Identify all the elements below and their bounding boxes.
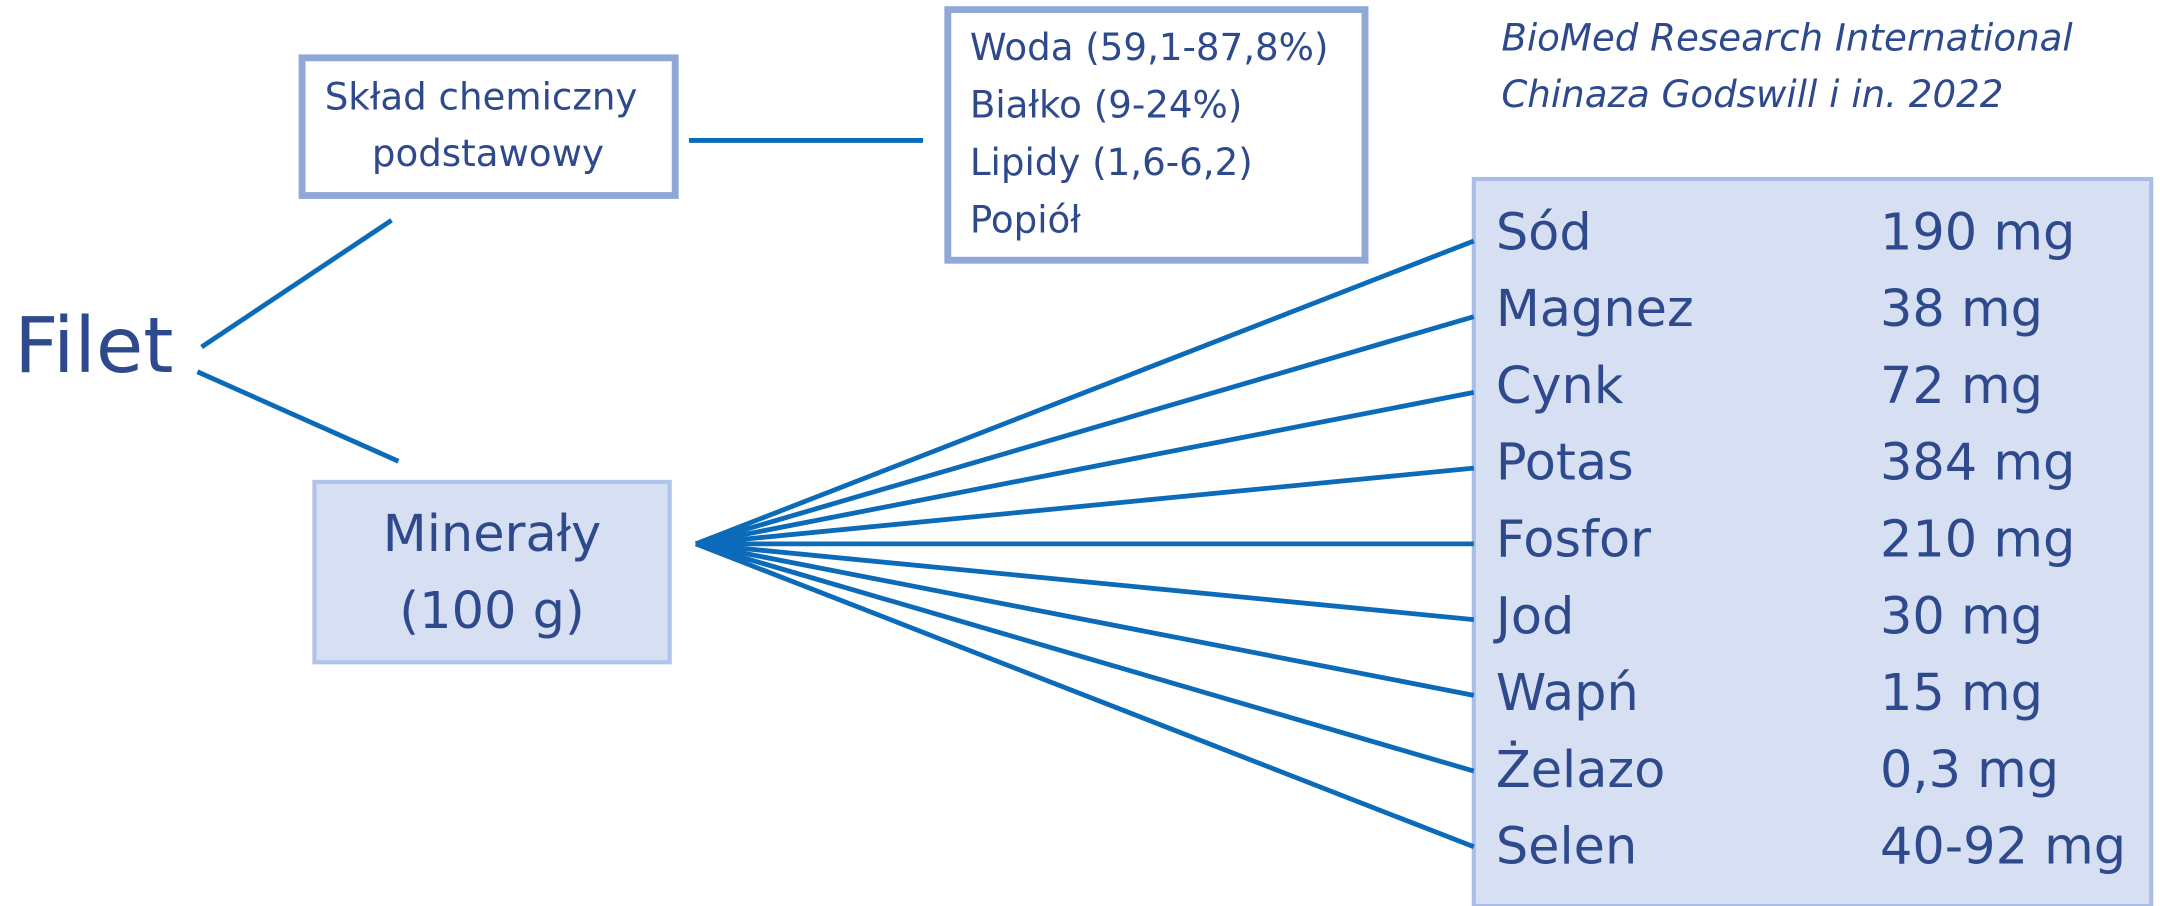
connector bbox=[695, 541, 1475, 774]
minerals-title: (100 g) bbox=[399, 582, 585, 641]
connector bbox=[695, 541, 1475, 623]
connector bbox=[695, 390, 1475, 547]
mineral-name: Potas bbox=[1496, 434, 1634, 493]
composition-title: Skład chemiczny bbox=[325, 75, 638, 119]
mineral-amount: 15 mg bbox=[1880, 664, 2043, 723]
mineral-name: Sód bbox=[1496, 203, 1592, 262]
root-label: Filet bbox=[14, 301, 173, 391]
connector bbox=[694, 238, 1475, 547]
connector bbox=[695, 314, 1475, 547]
citation: BioMed Research International bbox=[1501, 15, 2073, 59]
mineral-amount: 384 mg bbox=[1880, 434, 2075, 493]
composition-items-box bbox=[944, 6, 1369, 264]
mineral-name: Fosfor bbox=[1496, 510, 1651, 569]
composition-title: podstawowy bbox=[372, 131, 604, 175]
mineral-amount: 0,3 mg bbox=[1880, 741, 2059, 800]
citation: Chinaza Godswill i in. 2022 bbox=[1501, 72, 2003, 116]
mineral-name: Magnez bbox=[1496, 280, 1694, 339]
connector bbox=[196, 369, 400, 464]
connector bbox=[695, 541, 1475, 698]
mineral-name: Selen bbox=[1496, 818, 1637, 877]
mineral-name: Wapń bbox=[1496, 664, 1639, 723]
connector bbox=[694, 541, 1475, 850]
composition-item: Popiół bbox=[970, 197, 1081, 241]
mineral-amount: 30 mg bbox=[1880, 587, 2043, 646]
composition-item: Lipidy (1,6-6,2) bbox=[970, 140, 1253, 184]
minerals-box bbox=[312, 479, 672, 665]
mineral-amount: 38 mg bbox=[1880, 280, 2043, 339]
mineral-amount: 72 mg bbox=[1880, 357, 2043, 416]
composition-item: Białko (9-24%) bbox=[970, 82, 1243, 126]
mineral-name: Żelazo bbox=[1496, 739, 1666, 800]
composition-box bbox=[298, 54, 679, 199]
mineral-amount: 40-92 mg bbox=[1880, 818, 2126, 877]
minerals-title: Minerały bbox=[383, 505, 601, 564]
composition-item: Woda (59,1-87,8%) bbox=[970, 25, 1329, 69]
mineral-amount: 210 mg bbox=[1880, 510, 2075, 569]
mineral-name: Jod bbox=[1493, 587, 1575, 646]
mineral-amount: 190 mg bbox=[1880, 203, 2075, 262]
minerals-table-box bbox=[1471, 176, 2154, 906]
connector bbox=[200, 218, 393, 349]
mineral-name: Cynk bbox=[1496, 357, 1624, 416]
connector bbox=[695, 465, 1475, 547]
